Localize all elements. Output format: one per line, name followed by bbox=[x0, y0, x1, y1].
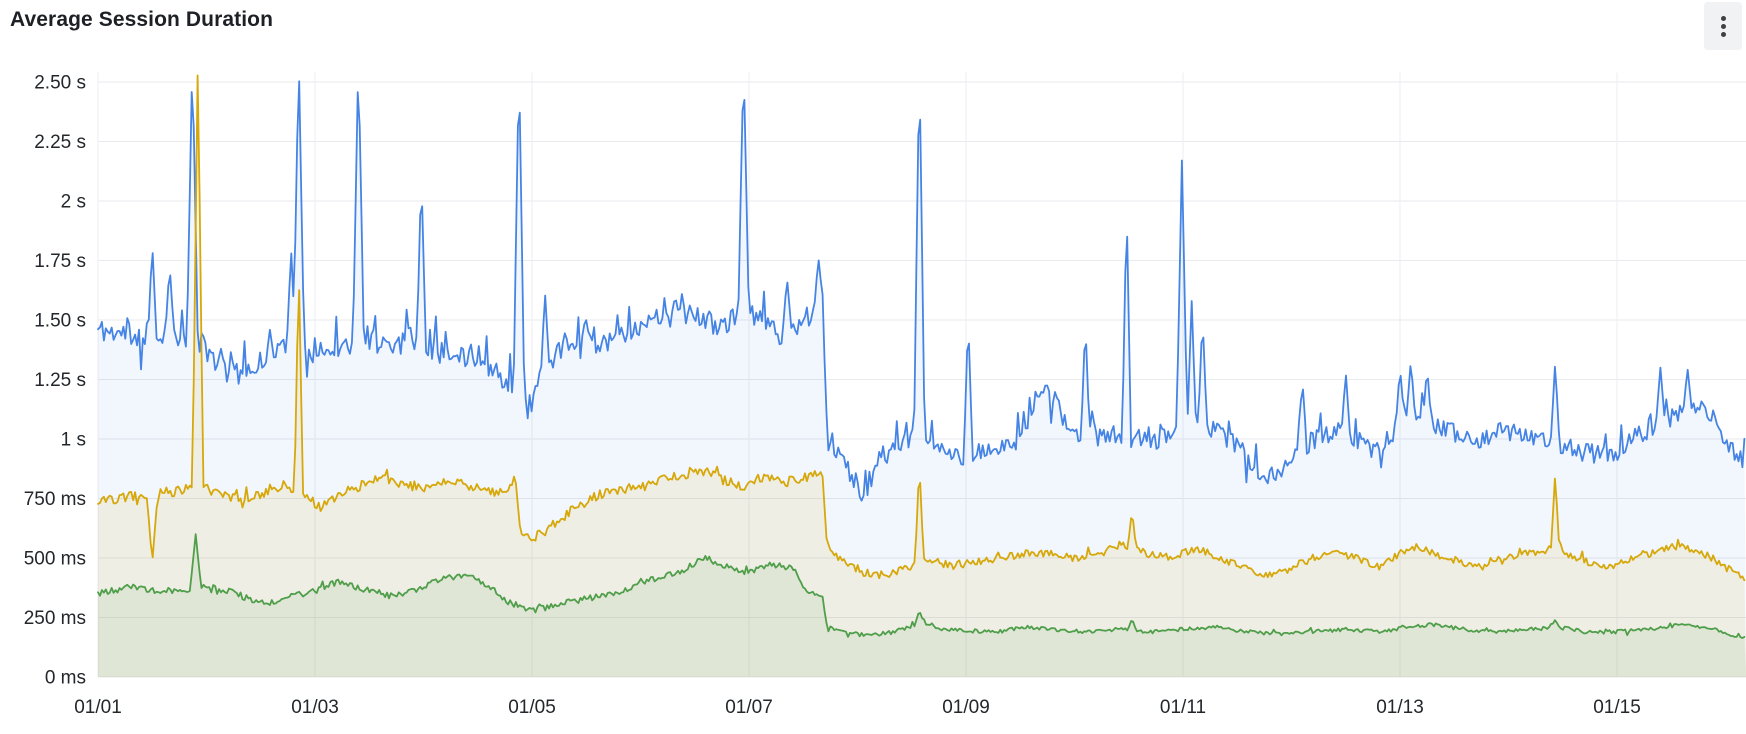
panel-menu-button[interactable] bbox=[1704, 2, 1742, 50]
panel-header: Average Session Duration bbox=[0, 0, 1746, 50]
y-tick-label: 250 ms bbox=[24, 608, 86, 629]
y-tick-label: 500 ms bbox=[24, 549, 86, 570]
blue-series-area bbox=[98, 81, 1746, 677]
x-tick-label: 01/01 bbox=[74, 697, 122, 718]
y-tick-label: 1.50 s bbox=[34, 311, 86, 332]
y-tick-label: 1.25 s bbox=[34, 370, 86, 391]
x-tick-label: 01/09 bbox=[942, 697, 990, 718]
x-tick-label: 01/05 bbox=[508, 697, 556, 718]
green-series-line bbox=[97, 533, 1746, 639]
y-tick-label: 1.75 s bbox=[34, 251, 86, 272]
yellow-series-line bbox=[97, 74, 1746, 582]
x-tick-label: 01/07 bbox=[725, 697, 773, 718]
y-tick-label: 750 ms bbox=[24, 489, 86, 510]
x-tick-label: 01/11 bbox=[1160, 697, 1206, 718]
green-series-area bbox=[98, 534, 1746, 677]
x-tick-label: 01/15 bbox=[1593, 697, 1641, 718]
y-tick-label: 2.50 s bbox=[34, 73, 86, 94]
y-tick-label: 2.25 s bbox=[34, 132, 86, 153]
blue-series-line bbox=[97, 80, 1746, 502]
x-tick-label: 01/13 bbox=[1376, 697, 1424, 718]
x-tick-label: 01/03 bbox=[291, 697, 339, 718]
panel-title: Average Session Duration bbox=[10, 8, 274, 31]
y-tick-label: 0 ms bbox=[45, 668, 86, 689]
y-tick-label: 1 s bbox=[61, 430, 86, 451]
y-tick-label: 2 s bbox=[61, 192, 86, 213]
kebab-vertical-icon bbox=[1720, 15, 1726, 37]
yellow-series-area bbox=[98, 75, 1746, 677]
